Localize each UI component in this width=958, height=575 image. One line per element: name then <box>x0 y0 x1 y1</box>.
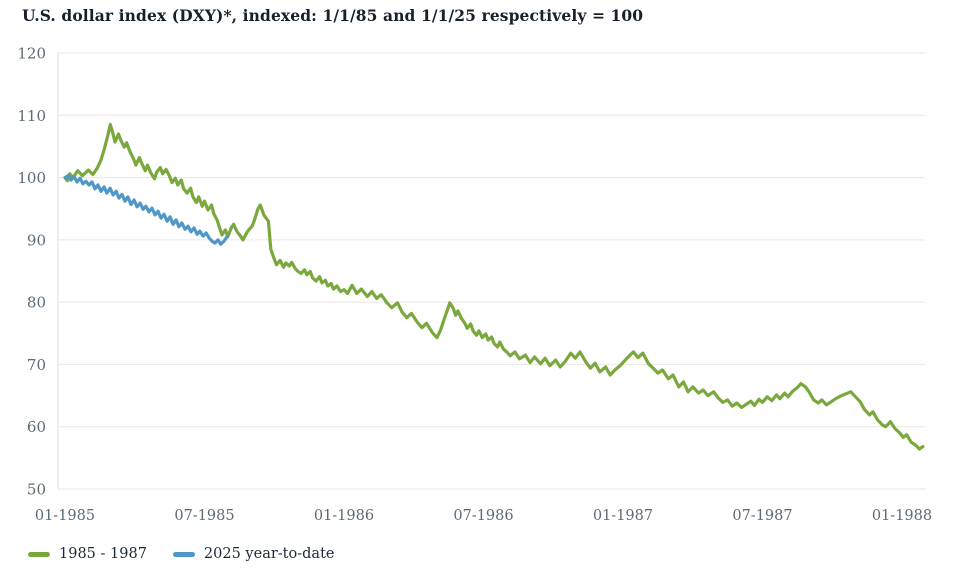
y-tick-label-90: 90 <box>27 231 46 249</box>
legend-label-2025-ytd: 2025 year-to-date <box>203 546 335 562</box>
legend-item-1985-1987: 1985 - 1987 <box>28 546 147 562</box>
x-tick-label-01-1986: 01-1986 <box>314 508 374 524</box>
y-tick-label-50: 50 <box>27 481 46 499</box>
x-tick-label-01-1988: 01-1988 <box>872 508 932 524</box>
x-tick-label-07-1985: 07-1985 <box>174 508 234 524</box>
y-tick-label-100: 100 <box>17 169 46 187</box>
x-tick-label-07-1987: 07-1987 <box>732 508 792 524</box>
series-line-2025-year-to-date <box>63 174 229 246</box>
legend-label-1985-1987: 1985 - 1987 <box>59 546 147 562</box>
y-tick-label-80: 80 <box>27 294 46 312</box>
legend-swatch-2025-ytd <box>172 551 195 557</box>
series-line-1985---1987 <box>63 122 925 451</box>
legend-item-2025-ytd: 2025 year-to-date <box>172 546 335 562</box>
y-tick-label-120: 120 <box>17 45 46 63</box>
y-tick-label-110: 110 <box>17 107 46 125</box>
y-tick-label-70: 70 <box>27 356 46 374</box>
y-tick-label-60: 60 <box>27 418 46 436</box>
x-tick-label-01-1985: 01-1985 <box>35 508 95 524</box>
chart-legend: 1985 - 1987 2025 year-to-date <box>28 546 334 562</box>
x-tick-label-01-1987: 01-1987 <box>593 508 653 524</box>
legend-swatch-1985-1987 <box>28 551 50 557</box>
x-tick-label-07-1986: 07-1986 <box>453 508 513 524</box>
chart-title: U.S. dollar index (DXY)*, indexed: 1/1/8… <box>22 6 644 25</box>
